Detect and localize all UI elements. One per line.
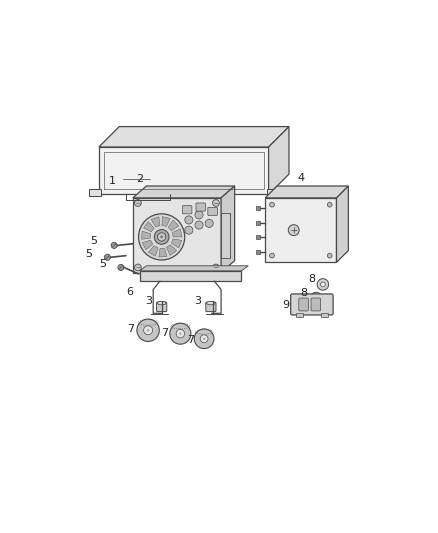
Bar (265, 198, 336, 262)
Circle shape (179, 333, 182, 335)
Circle shape (144, 326, 152, 335)
Circle shape (185, 226, 193, 234)
Polygon shape (159, 248, 167, 257)
Text: 7: 7 (161, 328, 168, 338)
Circle shape (160, 235, 163, 239)
Circle shape (118, 264, 124, 271)
Polygon shape (144, 222, 154, 232)
Circle shape (138, 214, 185, 260)
Circle shape (314, 296, 318, 301)
Polygon shape (133, 186, 235, 198)
Text: 5: 5 (90, 236, 97, 246)
Polygon shape (166, 245, 177, 255)
Circle shape (212, 264, 219, 271)
Polygon shape (162, 216, 170, 227)
Text: 7: 7 (127, 324, 135, 334)
Circle shape (195, 221, 203, 229)
Text: 8: 8 (300, 288, 308, 297)
Circle shape (195, 211, 203, 219)
Text: 6: 6 (126, 287, 133, 297)
Text: 3: 3 (194, 296, 201, 306)
Circle shape (203, 337, 205, 340)
Circle shape (327, 253, 332, 258)
Bar (88, 189, 101, 196)
Polygon shape (142, 240, 153, 250)
Bar (133, 198, 221, 272)
Polygon shape (151, 217, 160, 227)
Circle shape (134, 199, 141, 206)
Polygon shape (168, 220, 179, 231)
Polygon shape (140, 266, 248, 271)
Circle shape (154, 230, 169, 244)
FancyBboxPatch shape (156, 302, 167, 312)
Circle shape (205, 219, 213, 228)
FancyBboxPatch shape (208, 207, 217, 215)
Circle shape (158, 233, 166, 241)
Polygon shape (141, 231, 151, 239)
Circle shape (311, 292, 322, 304)
Circle shape (327, 203, 332, 207)
Polygon shape (172, 229, 182, 237)
Circle shape (137, 319, 159, 342)
FancyBboxPatch shape (182, 206, 192, 214)
Bar (296, 313, 303, 317)
Text: 9: 9 (282, 300, 289, 310)
Polygon shape (268, 127, 289, 195)
Text: 3: 3 (145, 296, 152, 306)
Circle shape (321, 282, 325, 287)
Polygon shape (171, 239, 182, 248)
Text: 1: 1 (109, 176, 116, 186)
Bar (321, 313, 328, 317)
Polygon shape (99, 147, 268, 195)
Circle shape (185, 216, 193, 224)
Ellipse shape (206, 302, 215, 305)
Bar (267, 189, 279, 196)
FancyBboxPatch shape (206, 302, 216, 312)
Text: 8: 8 (308, 274, 315, 284)
Circle shape (200, 335, 208, 343)
Circle shape (111, 243, 117, 248)
Circle shape (170, 323, 191, 344)
Ellipse shape (157, 302, 166, 305)
Polygon shape (148, 246, 158, 256)
Circle shape (134, 264, 141, 271)
Circle shape (104, 254, 110, 260)
Polygon shape (265, 186, 348, 198)
Text: 4: 4 (297, 173, 304, 182)
Circle shape (212, 199, 219, 206)
FancyBboxPatch shape (299, 298, 308, 311)
Polygon shape (336, 186, 348, 262)
Text: 5: 5 (85, 248, 92, 259)
FancyBboxPatch shape (291, 294, 333, 315)
Text: 5: 5 (99, 259, 106, 269)
Circle shape (288, 225, 299, 236)
Polygon shape (221, 186, 235, 272)
Circle shape (194, 329, 214, 349)
Circle shape (147, 329, 149, 332)
Bar (221, 213, 230, 257)
FancyBboxPatch shape (311, 298, 321, 311)
FancyBboxPatch shape (196, 203, 205, 211)
Text: 7: 7 (187, 335, 194, 345)
Circle shape (176, 329, 184, 338)
Polygon shape (99, 127, 289, 147)
Circle shape (317, 279, 328, 290)
Bar (140, 271, 241, 281)
Circle shape (270, 253, 274, 258)
Text: 2: 2 (136, 174, 143, 184)
Circle shape (270, 203, 274, 207)
